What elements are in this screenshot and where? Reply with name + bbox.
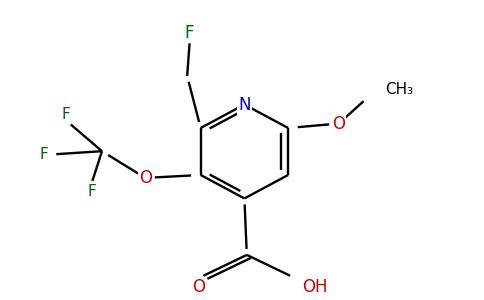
Text: F: F xyxy=(88,184,97,199)
Text: O: O xyxy=(139,169,152,187)
Text: O: O xyxy=(332,115,345,133)
Text: CH₃: CH₃ xyxy=(385,82,413,97)
Text: F: F xyxy=(185,24,195,42)
Text: N: N xyxy=(238,95,251,113)
Text: OH: OH xyxy=(302,278,328,296)
Text: F: F xyxy=(40,147,48,162)
Text: O: O xyxy=(192,278,205,296)
Text: F: F xyxy=(61,107,70,122)
